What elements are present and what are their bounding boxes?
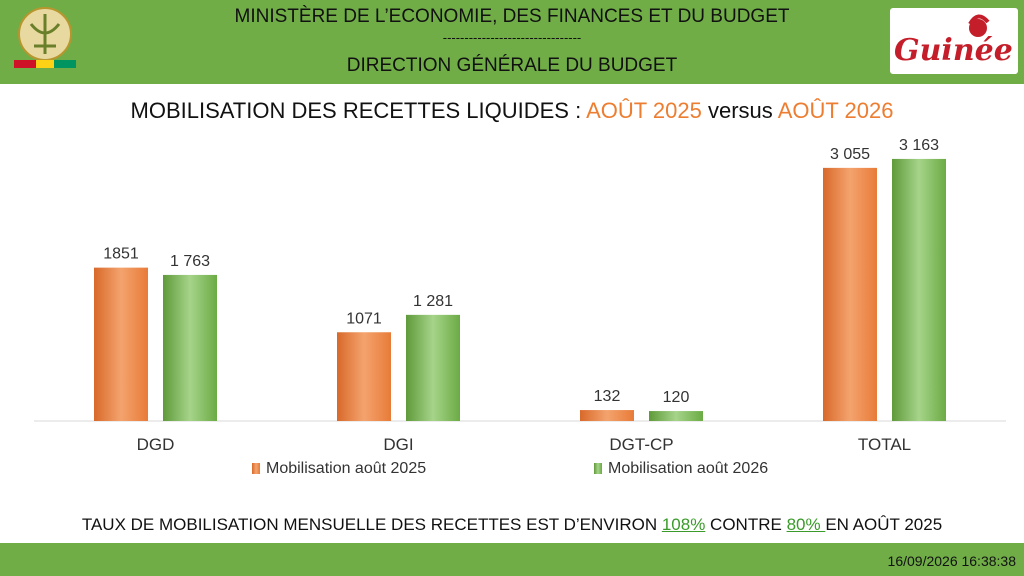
mobilisation-rate-summary: TAUX DE MOBILISATION MENSUELLE DES RECET… bbox=[0, 515, 1024, 535]
footer-bar: 16/09/2026 16:38:38 bbox=[0, 543, 1024, 576]
category-label-dgi: DGI bbox=[383, 435, 413, 454]
data-label-dgd-series-2: 1 763 bbox=[170, 253, 210, 270]
data-label-dgi-series-2: 1 281 bbox=[413, 293, 453, 310]
bar-chart: 1851 1 763 DGD 1071 1 281 DGI 132 120 DGT-CP 3 05… bbox=[34, 137, 1006, 477]
guinee-logo: Guinée bbox=[890, 8, 1018, 74]
title-middle: versus bbox=[701, 98, 778, 123]
bar-dgd-series-1 bbox=[94, 267, 148, 421]
data-label-total-series-1: 3 055 bbox=[830, 146, 870, 163]
bar-dgt-cp-series-2 bbox=[649, 411, 703, 421]
bar-dgd-series-2 bbox=[163, 274, 217, 421]
ministry-name: MINISTÈRE DE L’ECONOMIE, DES FINANCES ET… bbox=[234, 6, 790, 27]
category-label-total: TOTAL bbox=[858, 435, 911, 454]
summary-text-middle: CONTRE bbox=[705, 515, 787, 534]
chart-title: MOBILISATION DES RECETTES LIQUIDES : AOÛ… bbox=[0, 98, 1024, 124]
data-label-dgd-series-1: 1851 bbox=[103, 246, 139, 263]
summary-text-after: EN AOÛT 2025 bbox=[825, 515, 943, 534]
title-period-2: AOÛT 2026 bbox=[777, 98, 894, 123]
summary-text-before: TAUX DE MOBILISATION MENSUELLE DES RECET… bbox=[81, 515, 662, 534]
data-label-total-series-2: 3 163 bbox=[899, 137, 939, 154]
timestamp: 16/09/2026 16:38:38 bbox=[887, 553, 1016, 569]
category-label-dgd: DGD bbox=[137, 435, 175, 454]
bar-total-series-2 bbox=[892, 158, 946, 421]
legend-swatch-series-1 bbox=[252, 463, 260, 474]
data-label-dgt-cp-series-2: 120 bbox=[663, 389, 690, 406]
coat-of-arms-emblem bbox=[14, 7, 76, 68]
bar-dgi-series-2 bbox=[406, 314, 460, 421]
title-period-1: AOÛT 2025 bbox=[586, 98, 702, 123]
bar-dgi-series-1 bbox=[337, 332, 391, 421]
legend-swatch-series-2 bbox=[594, 463, 602, 474]
direction-name: DIRECTION GÉNÉRALE DU BUDGET bbox=[346, 55, 678, 76]
legend-label-series-2: Mobilisation août 2026 bbox=[608, 460, 768, 477]
logo-wordmark: Guinée bbox=[894, 33, 1013, 68]
data-label-dgt-cp-series-1: 132 bbox=[594, 388, 621, 405]
bar-total-series-1 bbox=[823, 167, 877, 421]
title-prefix: MOBILISATION DES RECETTES LIQUIDES : bbox=[130, 98, 587, 123]
previous-rate: 80% bbox=[786, 515, 826, 534]
legend-label-series-1: Mobilisation août 2025 bbox=[266, 460, 426, 477]
data-label-dgi-series-1: 1071 bbox=[346, 310, 382, 327]
header-separator: -------------------------------- bbox=[442, 30, 582, 45]
header-banner: MINISTÈRE DE L’ECONOMIE, DES FINANCES ET… bbox=[0, 0, 1024, 84]
current-rate: 108% bbox=[661, 515, 706, 534]
bar-dgt-cp-series-1 bbox=[580, 410, 634, 421]
category-label-dgt-cp: DGT-CP bbox=[609, 435, 673, 454]
